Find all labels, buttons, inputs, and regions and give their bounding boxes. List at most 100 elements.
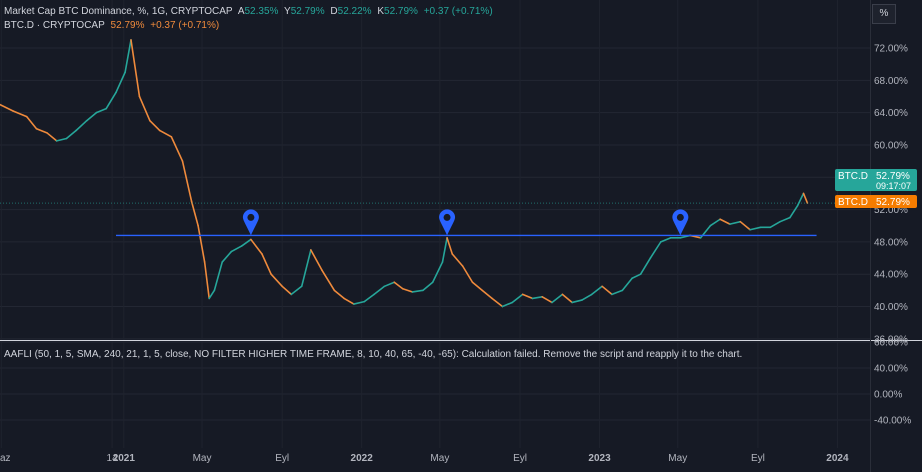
- price-segment: [373, 285, 386, 296]
- price-segment: [138, 95, 151, 122]
- price-segment: [383, 281, 396, 288]
- time-tick-label: az: [0, 453, 11, 464]
- price-segment: [115, 71, 126, 94]
- price-segment: [471, 281, 484, 292]
- primary-price-badge: BTC.D 52.79%09:17:07: [835, 169, 917, 191]
- price-segment: [521, 293, 534, 300]
- price-segment: [208, 289, 216, 300]
- time-tick-label: 2021: [113, 453, 136, 464]
- price-segment: [541, 296, 553, 304]
- price-segment: [197, 224, 206, 263]
- price-tick-label: 48.00%: [874, 237, 908, 248]
- price-segment: [411, 289, 424, 293]
- price-segment: [531, 296, 544, 300]
- symbol-legend: BTC.D · CRYPTOCAP 52.79% +0.37 (+0.71%): [4, 20, 222, 31]
- price-segment: [190, 200, 199, 227]
- price-segment: [310, 249, 323, 271]
- price-segment: [789, 204, 799, 219]
- price-segment: [363, 293, 375, 303]
- chart-header: Market Cap BTC Dominance, %, 1G, CRYPTOC…: [4, 6, 496, 17]
- low-value: 52.22%: [337, 6, 372, 17]
- indicator-tick-label: 60.00%: [874, 338, 908, 349]
- price-segment: [181, 160, 193, 203]
- price-segment: [230, 245, 243, 253]
- price-segment: [601, 285, 613, 296]
- price-segment: [631, 273, 642, 280]
- price-segment: [95, 107, 108, 114]
- price-segment: [124, 39, 132, 74]
- price-segment: [581, 293, 593, 301]
- price-segment: [300, 249, 312, 288]
- price-segment: [213, 261, 224, 292]
- change-value: +0.37 (+0.71%): [423, 6, 493, 17]
- price-segment: [660, 237, 672, 243]
- price-segment: [639, 257, 652, 275]
- symbol-value: 52.79%: [110, 20, 145, 31]
- price-segment: [769, 220, 781, 229]
- annotations: [0, 202, 870, 237]
- price-segment: [281, 285, 293, 296]
- time-tick-label: May: [668, 453, 687, 464]
- price-segment: [451, 253, 464, 267]
- price-segment: [353, 300, 366, 305]
- price-segment: [333, 289, 345, 300]
- price-segment: [491, 297, 504, 308]
- price-segment: [149, 119, 161, 132]
- price-tick-label: 44.00%: [874, 270, 908, 281]
- percent-scale-button[interactable]: %: [872, 4, 896, 24]
- price-segment: [561, 293, 573, 304]
- indicator-tick-label: 0.00%: [874, 390, 902, 401]
- price-segment: [551, 293, 564, 304]
- map-pin-icon[interactable]: [242, 209, 259, 236]
- map-pin-icon[interactable]: [672, 209, 689, 236]
- price-segment: [393, 281, 404, 290]
- open-value: 52.35%: [244, 6, 279, 17]
- price-segment: [170, 136, 184, 162]
- time-tick-label: May: [430, 453, 449, 464]
- map-pin-icon[interactable]: [439, 209, 456, 236]
- price-tick-label: 52.00%: [874, 205, 908, 216]
- price-segment: [719, 218, 731, 225]
- price-segment: [571, 299, 583, 304]
- low-label: D: [330, 6, 338, 17]
- price-segment: [461, 265, 474, 284]
- price-segment: [709, 218, 721, 227]
- indicator-axis[interactable]: 60.00% 40.00% 0.00% -40.00%: [874, 338, 911, 427]
- price-segment: [12, 110, 28, 118]
- time-tick-label: 2024: [826, 453, 849, 464]
- price-segment: [55, 137, 68, 142]
- price-tick-label: 36.00%: [874, 334, 908, 345]
- price-tick-label: 60.00%: [874, 140, 908, 151]
- symbol-line[interactable]: BTC.D · CRYPTOCAP: [4, 20, 105, 31]
- price-segment: [431, 261, 444, 284]
- price-segment: [590, 285, 603, 296]
- price-segment: [422, 281, 434, 292]
- price-segment: [729, 220, 742, 225]
- price-segment: [321, 269, 336, 292]
- indicator-tick-label: 40.00%: [874, 364, 908, 375]
- chart-title[interactable]: Market Cap BTC Dominance, %, 1G, CRYPTOC…: [4, 6, 233, 17]
- secondary-badge-name: BTC.D: [838, 197, 868, 208]
- price-segment: [290, 285, 303, 296]
- indicator-error-message: AAFLI (50, 1, 5, SMA, 240, 21, 1, 5, clo…: [4, 349, 743, 360]
- time-tick-label: 14: [107, 453, 119, 464]
- price-tick-label: 68.00%: [874, 76, 908, 87]
- high-label: Y: [284, 6, 291, 17]
- price-axis[interactable]: 72.00%68.00%64.00%60.00%56.00%52.00%48.0…: [874, 44, 908, 346]
- countdown-timer: 09:17:07: [876, 181, 911, 191]
- price-segment: [621, 277, 633, 292]
- indicator-tick-label: -40.00%: [874, 416, 911, 427]
- price-segment: [481, 289, 493, 300]
- price-segment: [779, 216, 791, 223]
- price-segment: [240, 238, 252, 247]
- open-label: A: [237, 6, 245, 17]
- price-segment: [611, 289, 624, 296]
- price-segment: [511, 293, 524, 304]
- price-segment: [261, 253, 272, 275]
- price-segment: [65, 129, 78, 140]
- high-value: 52.79%: [290, 6, 325, 17]
- price-segment: [0, 103, 14, 112]
